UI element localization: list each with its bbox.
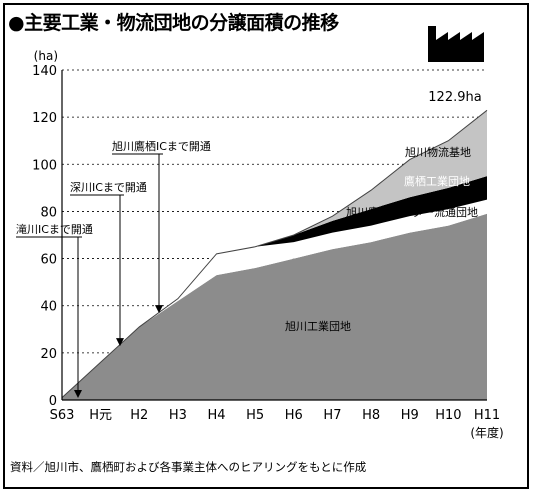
x-tick-label: H3: [169, 408, 187, 423]
area-layer: [61, 109, 488, 400]
chart-title: ●主要工業・物流団地の分譲面積の推移: [8, 12, 339, 34]
x-tick-label: S63: [50, 408, 75, 423]
annotation-label: 深川ICまで開通: [70, 181, 147, 194]
x-tick-label: H10: [435, 408, 461, 423]
annotation-arrow-head: [116, 338, 124, 347]
x-tick-label: H8: [362, 408, 380, 423]
annotation-arrow-head: [155, 305, 163, 314]
x-tick-label: H7: [323, 408, 341, 423]
series-label-3: 旭川物流基地: [405, 145, 471, 159]
x-tick-label: H5: [246, 408, 264, 423]
x-tick-label: H4: [208, 408, 226, 423]
x-unit-label: (年度): [470, 425, 503, 440]
series-label-0: 旭川工業団地: [285, 319, 351, 333]
series-label-1: 旭川鷹栖インター流通団地: [346, 205, 478, 219]
y-unit-label: (ha): [34, 49, 58, 63]
y-tick-label: 0: [49, 394, 57, 409]
series-area-0: [62, 213, 487, 400]
series-area-1: [62, 199, 487, 398]
y-tick-label: 140: [32, 64, 57, 79]
annotation-label: 旭川鷹栖ICまで開通: [112, 139, 211, 153]
series-area-2: [62, 176, 487, 398]
x-tick-label: H元: [89, 408, 112, 423]
factory-icon: [428, 26, 484, 62]
x-tick-label: H2: [130, 408, 148, 423]
annotation-label: 滝川ICまで開通: [16, 223, 93, 236]
x-tick-label: H6: [285, 408, 303, 423]
y-tick-label: 100: [32, 158, 57, 173]
y-tick-label: 40: [40, 300, 57, 315]
y-tick-label: 20: [40, 347, 57, 362]
x-tick-label: H9: [401, 408, 419, 423]
total-outline: [61, 109, 488, 399]
series-label-2: 鷹栖工業団地: [404, 174, 470, 188]
y-tick-label: 60: [40, 253, 57, 268]
axes: 0 20 40 60 80 100 120 140(ha) S63 H元 H2 H3 H4 H5 H6 H7 H…: [32, 49, 504, 440]
y-tick-label: 120: [32, 111, 57, 126]
source-note: 資料／旭川市、鷹栖町および各事業主体へのヒアリングをもとに作成: [10, 460, 367, 474]
annotation-arrow-head: [74, 390, 82, 398]
total-label: 122.9ha: [428, 90, 481, 105]
y-tick-label: 80: [40, 205, 57, 220]
x-tick-label: H11: [474, 408, 500, 423]
